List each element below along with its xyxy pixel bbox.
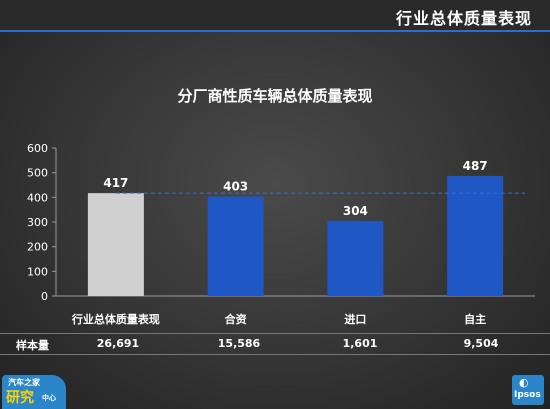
sample-size-cell-import: 1,601	[342, 337, 378, 350]
ipsos-text: Ipsos	[514, 390, 541, 400]
y-tick-label: 600	[27, 142, 48, 155]
y-tick-label: 0	[41, 290, 48, 303]
bar	[327, 221, 384, 296]
data-label: 304	[343, 204, 368, 218]
data-label: 403	[223, 180, 248, 194]
autohome-research-logo: 汽车之家 研究 中心	[2, 375, 66, 409]
y-tick-label: 500	[27, 167, 48, 180]
sample-size-label: 样本量	[16, 339, 49, 352]
sample-size-cell-industry: 26,691	[96, 337, 140, 350]
bar	[207, 196, 264, 296]
sample-size-row: 样本量 26,691 15,586 1,601 9,504	[0, 333, 550, 355]
bar	[447, 175, 504, 296]
category-label: 进口	[344, 312, 366, 326]
bar	[87, 193, 144, 296]
y-tick-label: 400	[27, 191, 48, 204]
logo-line1: 汽车之家	[8, 378, 40, 387]
data-label: 417	[103, 176, 128, 190]
category-label: 合资	[225, 312, 247, 326]
data-label: 487	[463, 159, 488, 173]
bar-chart: 0 100 200 300 400 500 600 417 行业总体质量表现 403 合资 304 进口…	[27, 142, 535, 326]
logo-line2: 研究	[6, 390, 34, 406]
category-label: 行业总体质量表现	[71, 312, 160, 326]
logo-line3: 中心	[42, 394, 56, 402]
sample-size-cell-domestic: 9,504	[463, 337, 499, 350]
header-divider	[0, 30, 550, 32]
header-bar: 行业总体质量表现	[0, 0, 550, 30]
ipsos-mark-icon: ◐	[519, 376, 529, 389]
page-title: 行业总体质量表现	[395, 9, 532, 28]
y-tick-label: 100	[27, 265, 48, 278]
category-label: 自主	[464, 312, 486, 326]
y-tick-label: 200	[27, 241, 48, 254]
sample-size-cell-jv: 15,586	[217, 337, 261, 350]
ipsos-logo: ◐ Ipsos	[512, 375, 544, 405]
chart-title: 分厂商性质车辆总体质量表现	[177, 87, 373, 105]
y-tick-label: 300	[27, 216, 48, 229]
